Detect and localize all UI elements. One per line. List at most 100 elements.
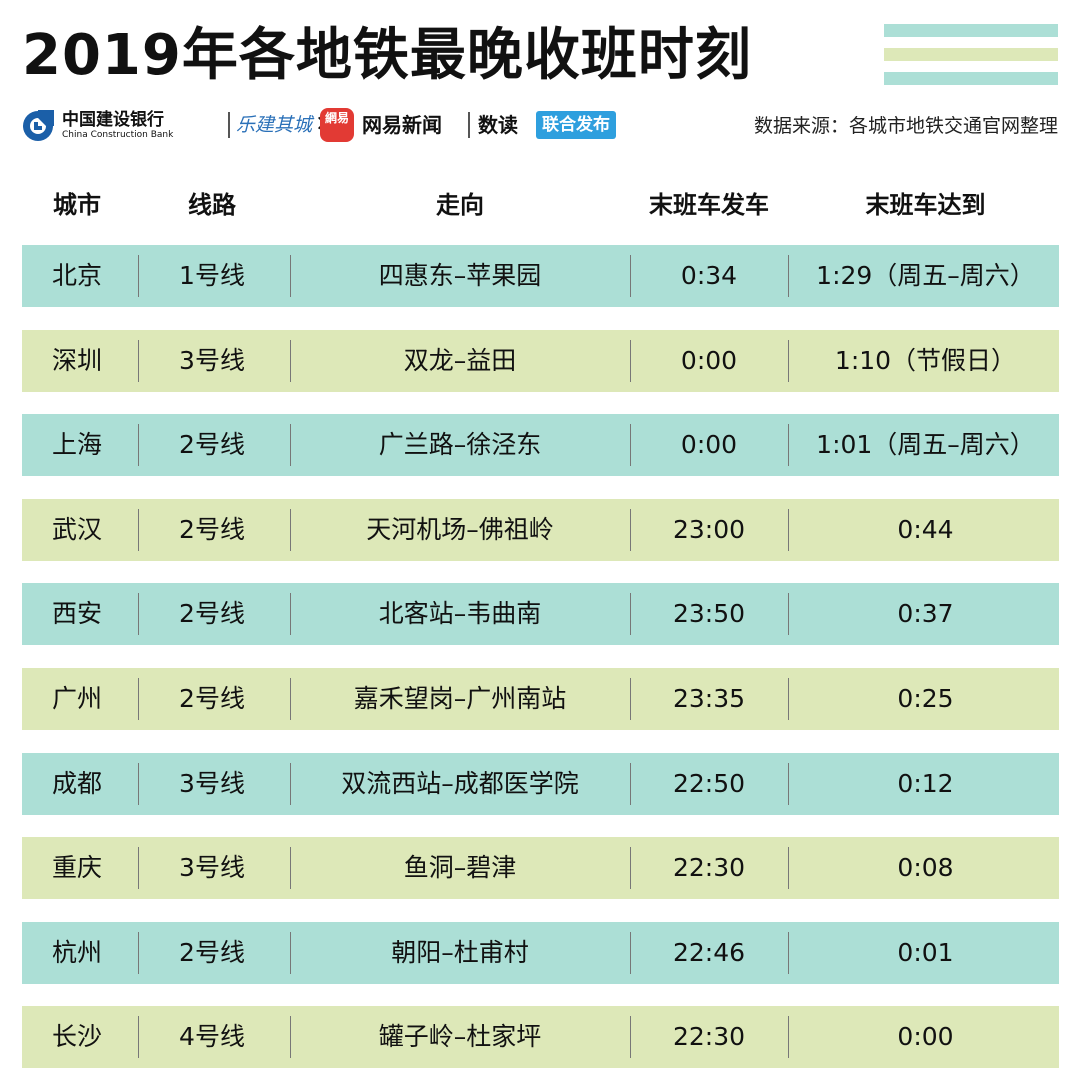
cell-direction: 双流西站–成都医学院 bbox=[341, 769, 579, 798]
cell-last-arrival: 0:37 bbox=[897, 599, 954, 628]
cell-city: 重庆 bbox=[51, 853, 102, 882]
cell-city: 深圳 bbox=[51, 346, 102, 375]
column-divider bbox=[138, 678, 139, 720]
column-divider bbox=[788, 763, 789, 805]
cell-city: 武汉 bbox=[51, 515, 102, 544]
column-divider bbox=[630, 847, 631, 889]
cell-line: 2号线 bbox=[179, 515, 245, 544]
column-divider bbox=[138, 1016, 139, 1058]
cell-direction: 四惠东–苹果园 bbox=[378, 261, 542, 290]
table-row: 重庆 3号线 鱼洞–碧津 22:30 0:08 bbox=[22, 837, 1059, 899]
cell-direction: 朝阳–杜甫村 bbox=[391, 938, 529, 967]
column-divider bbox=[630, 424, 631, 466]
ccb-logo-icon bbox=[23, 110, 54, 141]
cell-last-departure: 22:46 bbox=[672, 938, 746, 967]
cell-last-departure: 22:30 bbox=[672, 1022, 746, 1051]
header-last-departure: 末班车发车 bbox=[649, 191, 769, 219]
table-row: 上海 2号线 广兰路–徐泾东 0:00 1:01（周五–周六） bbox=[22, 414, 1059, 476]
column-divider bbox=[138, 255, 139, 297]
title-decoration bbox=[884, 24, 1058, 96]
cell-city: 上海 bbox=[51, 430, 102, 459]
column-divider bbox=[138, 424, 139, 466]
column-divider bbox=[630, 509, 631, 551]
cell-city: 长沙 bbox=[51, 1022, 102, 1051]
cell-direction: 嘉禾望岗–广州南站 bbox=[353, 684, 567, 713]
column-divider bbox=[138, 763, 139, 805]
cell-line: 3号线 bbox=[179, 853, 245, 882]
cell-last-departure: 23:50 bbox=[672, 599, 746, 628]
cell-line: 2号线 bbox=[179, 599, 245, 628]
cell-last-departure: 22:50 bbox=[672, 769, 746, 798]
column-divider bbox=[630, 340, 631, 382]
cell-last-arrival: 0:08 bbox=[897, 853, 954, 882]
column-divider bbox=[290, 424, 291, 466]
header-line: 线路 bbox=[188, 191, 236, 219]
cell-last-arrival: 0:01 bbox=[897, 938, 954, 967]
table-row: 杭州 2号线 朝阳–杜甫村 22:46 0:01 bbox=[22, 922, 1059, 984]
cell-city: 杭州 bbox=[51, 938, 102, 967]
stripe-teal bbox=[884, 72, 1058, 85]
column-divider bbox=[138, 509, 139, 551]
column-divider bbox=[290, 678, 291, 720]
cell-last-arrival: 1:10（节假日） bbox=[834, 346, 1017, 375]
cell-line: 2号线 bbox=[179, 430, 245, 459]
column-divider bbox=[788, 255, 789, 297]
brand-row: 中国建设银行 China Construction Bank 乐建其城 × 網易… bbox=[22, 108, 1062, 144]
cell-direction: 双龙–益田 bbox=[403, 346, 517, 375]
column-divider bbox=[788, 678, 789, 720]
cell-last-arrival: 1:29（周五–周六） bbox=[816, 261, 1035, 290]
netease-news-name: 网易新闻 bbox=[362, 113, 442, 137]
ccb-name-en: China Construction Bank bbox=[62, 130, 174, 140]
cell-last-arrival: 0:25 bbox=[897, 684, 954, 713]
table-row: 武汉 2号线 天河机场–佛祖岭 23:00 0:44 bbox=[22, 499, 1059, 561]
page-title: 2019年各地铁最晚收班时刻 bbox=[22, 23, 752, 88]
stripe-teal bbox=[884, 24, 1058, 37]
column-divider bbox=[788, 1016, 789, 1058]
column-divider bbox=[630, 678, 631, 720]
column-divider bbox=[290, 847, 291, 889]
cell-city: 成都 bbox=[51, 769, 102, 798]
table-row: 成都 3号线 双流西站–成都医学院 22:50 0:12 bbox=[22, 753, 1059, 815]
cell-city: 北京 bbox=[51, 261, 102, 290]
cell-direction: 广兰路–徐泾东 bbox=[378, 430, 542, 459]
table-row: 西安 2号线 北客站–韦曲南 23:50 0:37 bbox=[22, 583, 1059, 645]
column-divider bbox=[290, 763, 291, 805]
column-divider bbox=[138, 847, 139, 889]
column-divider bbox=[290, 1016, 291, 1058]
column-divider bbox=[630, 1016, 631, 1058]
cell-last-departure: 0:00 bbox=[680, 346, 738, 375]
table-row: 长沙 4号线 罐子岭–杜家坪 22:30 0:00 bbox=[22, 1006, 1059, 1068]
cell-line: 3号线 bbox=[179, 346, 245, 375]
cell-city: 西安 bbox=[51, 599, 102, 628]
column-divider bbox=[630, 255, 631, 297]
data-source: 数据来源：各城市地铁交通官网整理 bbox=[753, 115, 1058, 137]
cell-last-departure: 23:35 bbox=[672, 684, 746, 713]
cell-direction: 罐子岭–杜家坪 bbox=[378, 1022, 542, 1051]
cell-last-departure: 23:00 bbox=[672, 515, 746, 544]
cell-last-departure: 0:34 bbox=[680, 261, 738, 290]
cell-last-departure: 22:30 bbox=[672, 853, 746, 882]
cell-line: 1号线 bbox=[179, 261, 245, 290]
column-divider bbox=[788, 340, 789, 382]
table-header: 城市 线路 走向 末班车发车 末班车达到 bbox=[22, 180, 1059, 230]
script-logo: 乐建其城 bbox=[236, 114, 313, 136]
header-last-arrival: 末班车达到 bbox=[865, 191, 986, 219]
cell-line: 2号线 bbox=[179, 938, 245, 967]
column-divider bbox=[788, 509, 789, 551]
table-row: 广州 2号线 嘉禾望岗–广州南站 23:35 0:25 bbox=[22, 668, 1059, 730]
cell-direction: 鱼洞–碧津 bbox=[403, 853, 517, 882]
column-divider bbox=[138, 593, 139, 635]
header-city: 城市 bbox=[53, 191, 101, 219]
netease-logo-icon: 網易 bbox=[320, 108, 354, 142]
column-divider bbox=[290, 255, 291, 297]
cell-city: 广州 bbox=[51, 684, 102, 713]
column-divider bbox=[788, 593, 789, 635]
column-divider bbox=[138, 340, 139, 382]
joint-release-badge: 联合发布 bbox=[536, 111, 616, 139]
stripe-green bbox=[884, 48, 1058, 61]
divider bbox=[468, 112, 470, 138]
cell-direction: 北客站–韦曲南 bbox=[378, 599, 542, 628]
column-divider bbox=[630, 932, 631, 974]
cell-last-departure: 0:00 bbox=[680, 430, 738, 459]
column-divider bbox=[290, 340, 291, 382]
